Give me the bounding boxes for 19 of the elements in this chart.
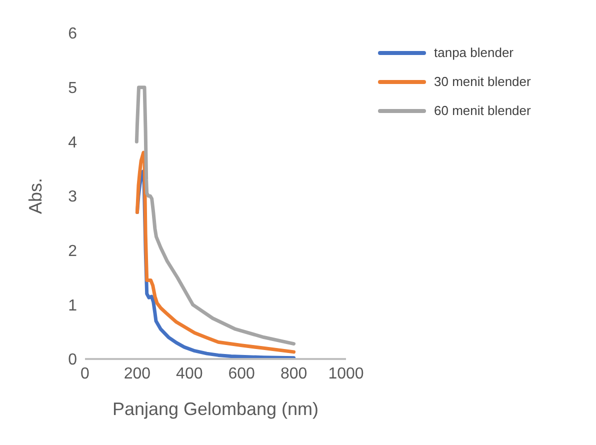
y-tick-label: 3 — [68, 188, 78, 206]
legend-label: 30 menit blender — [434, 74, 531, 89]
x-tick-label: 1000 — [328, 365, 364, 382]
y-tick-label: 1 — [68, 297, 78, 314]
y-tick-label: 5 — [68, 80, 78, 98]
x-tick-label: 0 — [80, 365, 90, 382]
x-tick-label: 800 — [280, 365, 308, 382]
y-tick-label: 2 — [68, 243, 78, 260]
y-tick-label: 6 — [68, 26, 78, 43]
x-tick-label: 400 — [176, 365, 203, 382]
y-tick-label: 0 — [68, 352, 78, 369]
x-tick-label: 600 — [228, 365, 256, 382]
x-tick-label: 200 — [124, 365, 151, 382]
legend-label: tanpa blender — [434, 45, 514, 60]
x-axis-title: Panjang Gelombang (nm) — [112, 399, 319, 419]
legend-label: 60 menit blender — [434, 103, 531, 118]
y-axis-title: Abs. — [25, 178, 46, 214]
y-tick-label: 4 — [68, 134, 78, 152]
line-series — [134, 86, 296, 346]
